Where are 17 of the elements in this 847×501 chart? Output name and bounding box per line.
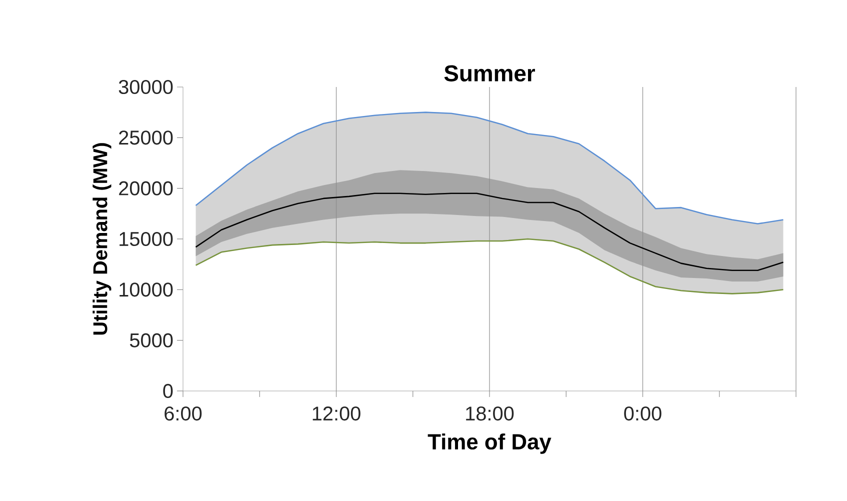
y-axis-title: Utility Demand (MW): [92, 143, 112, 335]
x-tick-label: 6:00: [164, 406, 202, 421]
chart-title: Summer: [444, 65, 536, 82]
y-tick-label: 15000: [120, 232, 173, 246]
y-tick-label: 10000: [120, 282, 173, 297]
y-tick-label: 0: [163, 384, 173, 398]
x-tick-label: 18:00: [466, 406, 514, 421]
line-series: [195, 192, 784, 272]
line-series: [195, 238, 784, 294]
y-tick-label: 5000: [130, 333, 173, 348]
x-tick-label: 12:00: [312, 406, 360, 421]
line-series: [195, 112, 784, 224]
y-tick-label: 30000: [118, 80, 173, 94]
y-tick-label: 25000: [119, 130, 173, 145]
x-tick-label: 0:00: [624, 406, 662, 421]
x-axis-title: Time of Day: [428, 433, 552, 454]
y-tick-label: 20000: [119, 181, 173, 196]
